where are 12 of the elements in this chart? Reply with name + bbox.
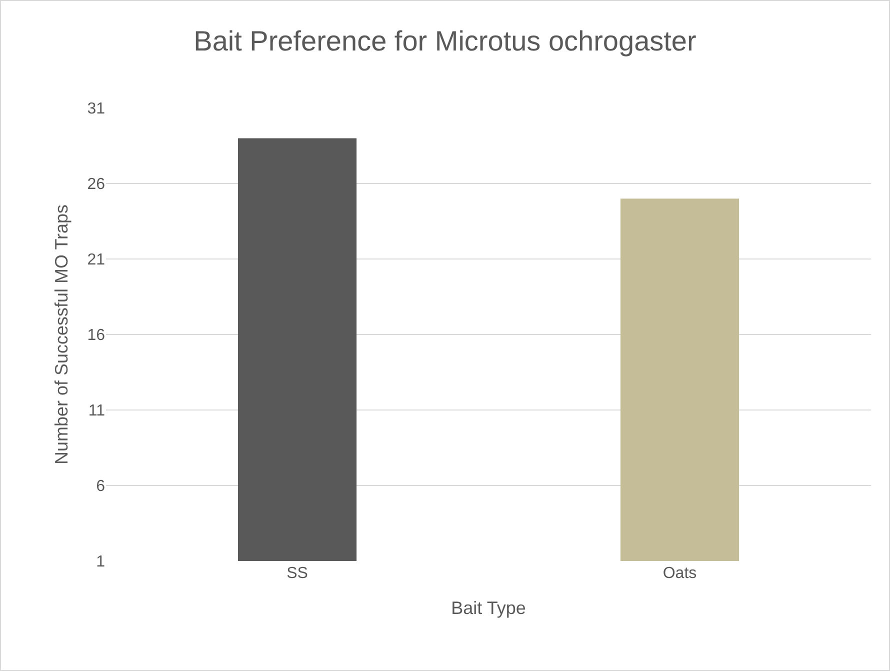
x-tick-label: Oats xyxy=(662,565,697,582)
y-tick-label: 26 xyxy=(87,176,106,194)
x-tick-label: SS xyxy=(286,565,308,582)
y-axis-title: Number of Successful MO Traps xyxy=(51,204,72,465)
x-axis-title: Bait Type xyxy=(451,598,526,618)
y-tick-label: 31 xyxy=(87,100,106,118)
y-tick-label: 1 xyxy=(96,554,106,571)
y-tick-label: 6 xyxy=(96,478,106,496)
chart-title: Bait Preference for Microtus ochrogaster xyxy=(194,26,696,57)
y-tick-label: 11 xyxy=(88,402,106,420)
y-tick-label: 21 xyxy=(87,252,106,269)
y-tick-label: 16 xyxy=(87,327,106,344)
